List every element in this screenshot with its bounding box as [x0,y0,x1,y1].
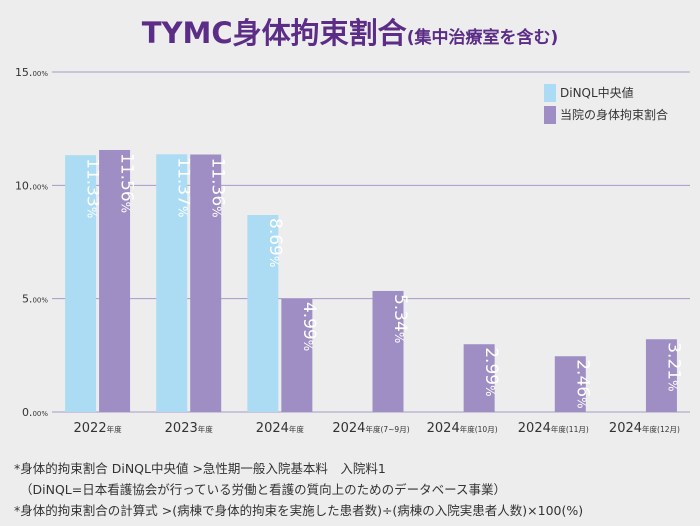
x-tick-label: 2022年度 [74,421,123,436]
x-tick-label: 2023年度 [165,421,214,436]
chart-title-sub: (集中治療室を含む) [406,28,559,48]
x-tick-label: 2024年度(11月) [518,421,589,436]
legend-item-dinql: DiNQL中央値 [544,82,668,104]
legend-swatch-dinql [544,84,556,102]
bar-value-label: 11.36% [208,158,228,218]
legend: DiNQL中央値 当院の身体拘束割合 [544,82,668,126]
legend-label-hospital: 当院の身体拘束割合 [560,108,669,122]
footnote-3: *身体的拘束割合の計算式 >(病棟で身体的拘束を実施した患者数)÷(病棟の入院実… [14,503,584,518]
bar-value-label: 2.46% [572,359,592,408]
legend-label-dinql: DiNQL中央値 [560,86,634,100]
chart-title-main: TYMC身体拘束割合 [141,16,407,50]
legend-swatch-hospital [544,106,556,124]
y-tick-label: 15.00% [15,66,48,79]
bar-value-label: 5.34% [390,294,410,343]
x-tick-label: 2024年度(10月) [427,421,498,436]
bar-value-label: 11.37% [174,157,194,217]
x-tick-label: 2024年度(12月) [609,421,680,436]
bar-hospital [99,149,131,412]
x-tick-label: 2024年度(7~9月) [332,421,409,436]
bar-hospital [190,154,222,413]
bar-value-label: 4.99% [299,302,319,351]
bar-hospital [463,344,495,412]
footnote-2: （DiNQL=日本看護協会が行っている労働と看護の質向上のためのデータベース事業… [20,482,506,497]
bar-hospital [372,290,404,412]
bar-hospital [281,298,313,412]
bar-value-label: 11.56% [117,153,137,213]
bar-dinql [156,154,188,412]
footnotes: *身体的拘束割合 DiNQL中央値 >急性期一般入院基本料 入院料1 （DiNQ… [14,458,583,521]
bar-dinql [65,155,97,413]
bar-hospital [554,356,586,412]
x-axis-ticks: 2022年度 2023年度 2024年度 2024年度(7~9月) 2024年度(10月… [74,421,680,436]
bars: 11.33% 11.56% 11.37% 11.36% 8.69% 4.99% 5.34% 2… [65,149,683,413]
y-tick-label: 5.00% [22,293,48,306]
bar-value-label: 3.21% [663,342,683,391]
bar-value-label: 8.69% [265,218,285,267]
footnote-1: *身体的拘束割合 DiNQL中央値 >急性期一般入院基本料 入院料1 [14,461,386,476]
chart-title: TYMC身体拘束割合(集中治療室を含む) [0,10,700,52]
bar-hospital [645,339,677,412]
y-tick-label: 0.00% [22,406,48,419]
bar-dinql [247,215,279,412]
y-tick-label: 10.00% [15,179,48,192]
bar-value-label: 11.33% [83,158,103,218]
legend-item-hospital: 当院の身体拘束割合 [544,104,668,126]
bar-value-label: 2.99% [481,347,501,396]
y-axis-ticks: 0.00% 5.00% 10.00% 15.00% [15,66,48,419]
x-tick-label: 2024年度 [256,421,305,436]
